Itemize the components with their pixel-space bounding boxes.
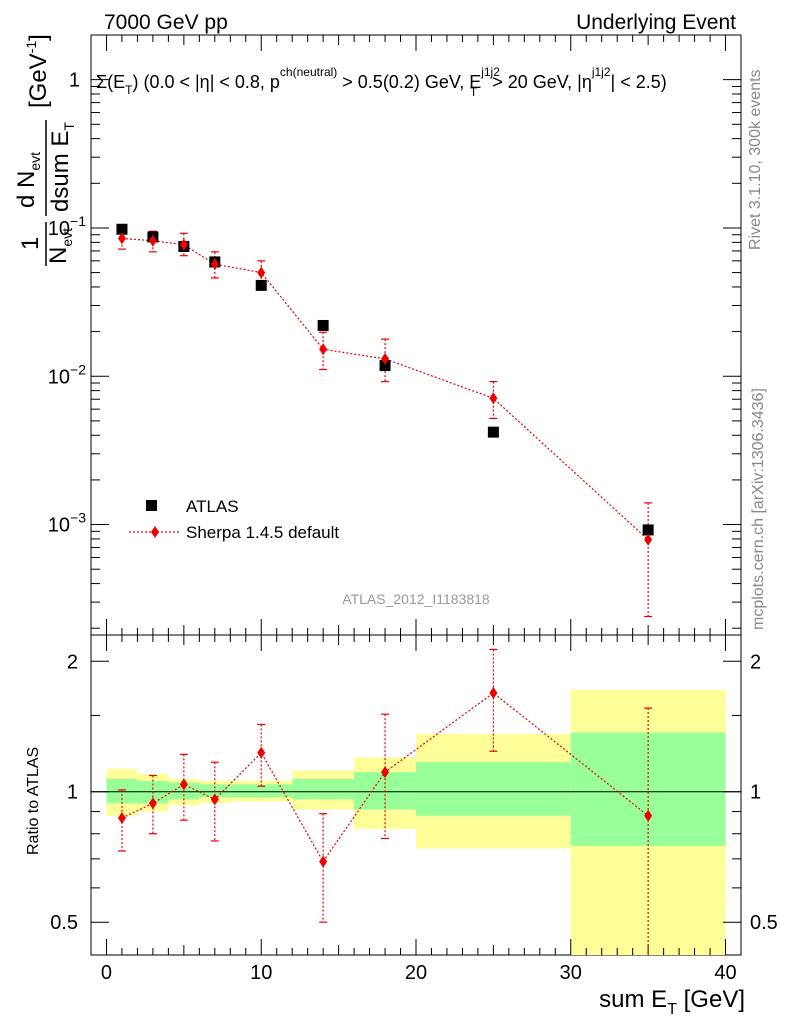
x-tick-label: 30	[560, 962, 582, 984]
x-tick-label: 20	[405, 962, 427, 984]
sherpa-point	[489, 392, 498, 405]
ratio-axis-ticks: 0 10 20 30 40 0.5 0.5 1 1 2 2	[50, 635, 778, 984]
main-data-marks	[116, 223, 654, 618]
y-tick-label: 1	[69, 70, 80, 92]
analysis-id: ATLAS_2012_I1183818	[342, 591, 490, 607]
svg-text:dsum ET: dsum ET	[47, 122, 77, 212]
main-plot-frame	[90, 34, 742, 636]
ratio-y-tick-label-right: 0.5	[750, 912, 778, 934]
ratio-point	[489, 686, 498, 699]
ratio-y-tick-label: 1	[67, 782, 78, 804]
sherpa-point	[381, 352, 390, 365]
ratio-band-inner	[292, 779, 355, 800]
ratio-point	[381, 766, 390, 779]
ratio-point	[179, 778, 188, 791]
legend-atlas-marker	[146, 500, 157, 511]
cut-description: Σ(ET) (0.0 < |η| < 0.8, pch(neutral) > 0…	[96, 65, 667, 99]
legend-sherpa-marker	[151, 526, 159, 538]
svg-text:1: 1	[17, 237, 44, 250]
ratio-y-title: Ratio to ATLAS	[25, 747, 42, 855]
ratio-y-tick-label-right: 2	[750, 651, 761, 673]
atlas-point	[379, 360, 391, 372]
main-axis-ticks: 1 10−1 10−2 10−3	[48, 34, 742, 635]
ratio-data-marks	[117, 648, 653, 955]
ratio-point	[210, 793, 219, 806]
ratio-y-tick-label-right: 1	[750, 782, 761, 804]
ratio-band-inner	[230, 784, 293, 798]
y-tick-label: 10−2	[48, 361, 86, 388]
sherpa-line	[121, 237, 649, 541]
sherpa-point	[179, 238, 188, 251]
legend-atlas-label: ATLAS	[186, 497, 239, 516]
rivet-label: Rivet 3.1.10, 300k events	[747, 69, 764, 250]
energy-label: 7000 GeV pp	[104, 11, 228, 34]
atlas-point	[317, 319, 329, 331]
mcplots-label: mcplots.cern.ch [arXiv:1306.3436]	[750, 388, 767, 630]
ratio-y-tick-label: 2	[67, 651, 78, 673]
ratio-y-tick-label: 0.5	[50, 912, 78, 934]
ratio-band-inner	[416, 762, 571, 816]
ratio-point	[319, 855, 328, 868]
y-axis-title: 1 Nevt d Nevt dsum ET [GeV-1]	[13, 34, 77, 266]
sherpa-point	[210, 258, 219, 271]
atlas-point	[116, 223, 128, 235]
x-tick-label: 0	[101, 962, 112, 984]
svg-text:d Nevt: d Nevt	[13, 152, 43, 208]
legend: ATLAS Sherpa 1.4.5 default	[129, 497, 339, 542]
ratio-point	[117, 811, 126, 824]
atlas-point	[255, 279, 267, 291]
x-axis-title: sum ET [GeV]	[599, 986, 745, 1018]
y-tick-label: 10−1	[48, 213, 86, 240]
sherpa-point	[319, 343, 328, 356]
y-tick-label: 10−3	[48, 510, 86, 537]
ratio-point	[644, 809, 653, 822]
legend-sherpa-label: Sherpa 1.4.5 default	[186, 523, 339, 542]
ratio-bands	[106, 689, 726, 955]
svg-text:Nevt: Nevt	[45, 228, 75, 264]
plot-title: Underlying Event	[576, 11, 736, 34]
ratio-point	[148, 797, 157, 810]
x-tick-label: 40	[714, 962, 736, 984]
svg-text:[GeV-1]: [GeV-1]	[23, 34, 52, 108]
ratio-point	[257, 746, 266, 759]
sherpa-point	[257, 266, 266, 279]
atlas-point	[642, 524, 654, 536]
x-tick-label: 10	[250, 962, 272, 984]
atlas-point	[487, 426, 499, 438]
sherpa-point	[117, 232, 126, 245]
sherpa-point	[644, 533, 653, 546]
sherpa-point	[148, 234, 157, 247]
